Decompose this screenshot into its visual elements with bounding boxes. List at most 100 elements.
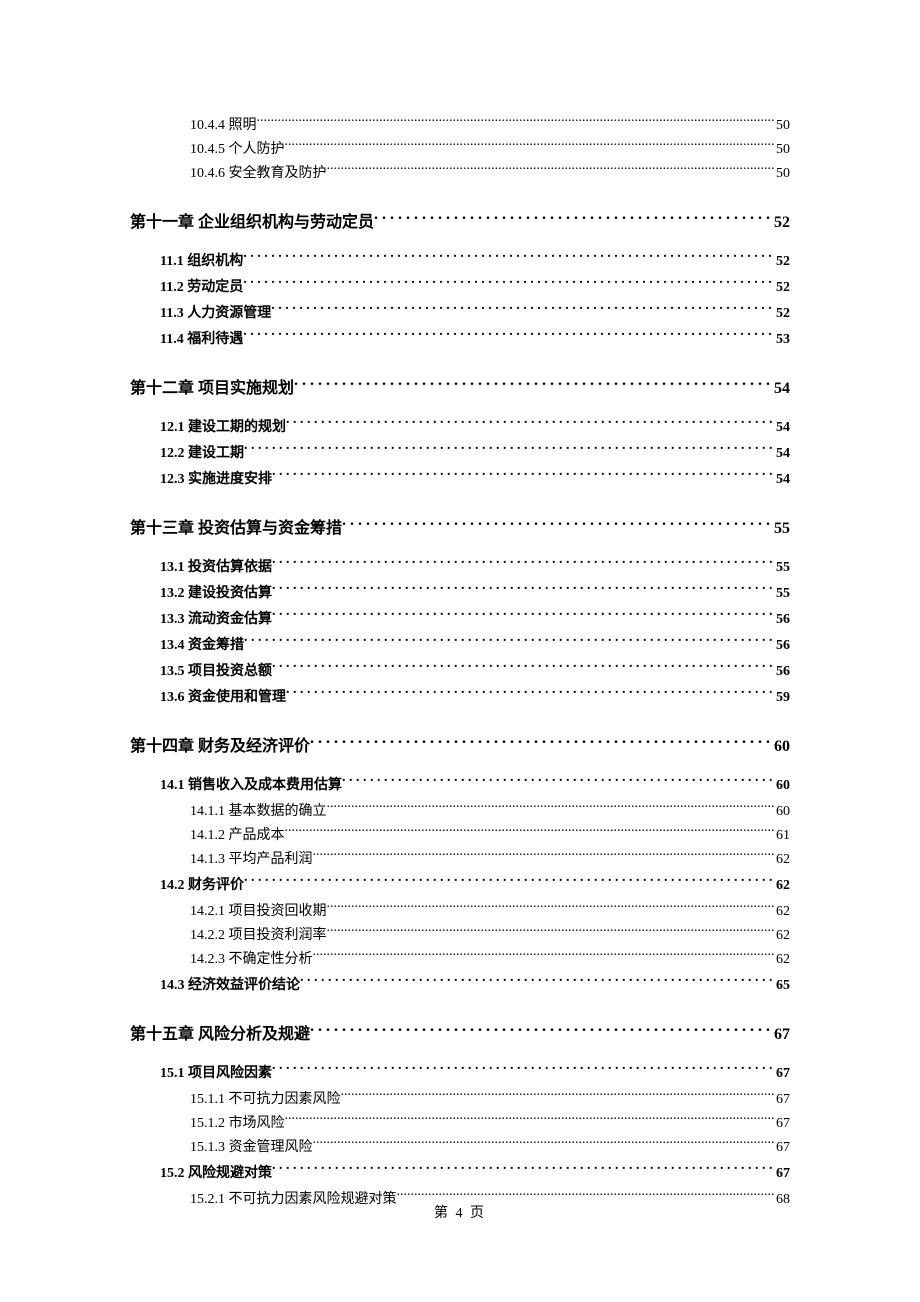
toc-entry-page: 54 xyxy=(772,380,790,398)
toc-entry: 15.1.2 市场风险 67 xyxy=(130,1112,790,1132)
toc-entry-label: 15.1.3 资金管理风险 xyxy=(190,1136,313,1156)
toc-entry-page: 54 xyxy=(774,472,790,488)
toc-entry-label: 第十四章 财务及经济评价 xyxy=(130,732,310,756)
toc-leader-dots xyxy=(243,251,774,265)
toc-entry-page: 52 xyxy=(774,306,790,322)
toc-entry-label: 10.4.4 照明 xyxy=(190,114,257,134)
toc-leader-dots xyxy=(341,1089,775,1103)
toc-entry: 15.1.3 资金管理风险 67 xyxy=(130,1136,790,1156)
toc-leader-dots xyxy=(285,1113,775,1127)
toc-leader-dots xyxy=(272,583,774,597)
toc-entry-label: 14.3 经济效益评价结论 xyxy=(160,974,300,994)
toc-entry-label: 15.2 风险规避对策 xyxy=(160,1162,272,1182)
toc-entry-page: 50 xyxy=(774,142,790,158)
toc-entry: 13.6 资金使用和管理59 xyxy=(130,686,790,706)
toc-entry-label: 13.1 投资估算依据 xyxy=(160,556,272,576)
toc-entry-label: 14.2.1 项目投资回收期 xyxy=(190,900,327,920)
toc-entry-page: 62 xyxy=(774,904,790,920)
toc-entry-label: 13.3 流动资金估算 xyxy=(160,608,272,628)
toc-entry-label: 15.1.2 市场风险 xyxy=(190,1112,285,1132)
toc-entry: 13.1 投资估算依据55 xyxy=(130,556,790,576)
toc-entry: 14.1.2 产品成本61 xyxy=(130,824,790,844)
toc-leader-dots xyxy=(244,635,774,649)
toc-entry-page: 62 xyxy=(774,852,790,868)
toc-entry-page: 60 xyxy=(772,738,790,756)
toc-leader-dots xyxy=(272,557,774,571)
toc-entry: 12.3 实施进度安排 54 xyxy=(130,468,790,488)
toc-entry-label: 10.4.6 安全教育及防护 xyxy=(190,162,327,182)
toc-entry-page: 53 xyxy=(774,332,790,348)
page-number-footer: 第 4 页 xyxy=(0,1202,920,1222)
toc-entry-page: 56 xyxy=(774,612,790,628)
toc-entry: 第十三章 投资估算与资金筹措55 xyxy=(130,514,790,538)
toc-leader-dots xyxy=(310,1023,772,1039)
toc-leader-dots xyxy=(272,469,774,483)
toc-entry-page: 52 xyxy=(774,280,790,296)
toc-entry-page: 52 xyxy=(774,254,790,270)
toc-entry: 11.2 劳动定员52 xyxy=(130,276,790,296)
toc-leader-dots xyxy=(285,825,775,839)
toc-entry-page: 56 xyxy=(774,664,790,680)
toc-entry: 14.2.2 项目投资利润率 62 xyxy=(130,924,790,944)
toc-entry-label: 14.1.1 基本数据的确立 xyxy=(190,800,327,820)
toc-entry-page: 54 xyxy=(774,420,790,436)
toc-entry: 第十二章 项目实施规划54 xyxy=(130,374,790,398)
toc-entry: 第十五章 风险分析及规避 67 xyxy=(130,1020,790,1044)
toc-entry: 15.2 风险规避对策 67 xyxy=(130,1162,790,1182)
toc-entry-page: 59 xyxy=(774,690,790,706)
toc-entry: 14.1.1 基本数据的确立 60 xyxy=(130,800,790,820)
toc-entry: 14.3 经济效益评价结论 65 xyxy=(130,974,790,994)
toc-entry-page: 60 xyxy=(774,804,790,820)
toc-leader-dots xyxy=(243,277,774,291)
toc-leader-dots xyxy=(243,329,774,343)
toc-entry-label: 第十五章 风险分析及规避 xyxy=(130,1020,310,1044)
toc-leader-dots xyxy=(327,163,775,177)
toc-entry-page: 55 xyxy=(774,586,790,602)
toc-entry-label: 12.3 实施进度安排 xyxy=(160,468,272,488)
toc-entry-page: 65 xyxy=(774,978,790,994)
toc-entry-label: 14.1.2 产品成本 xyxy=(190,824,285,844)
toc-entry-label: 11.4 福利待遇 xyxy=(160,328,243,348)
toc-leader-dots xyxy=(327,925,775,939)
toc-entry-page: 67 xyxy=(772,1026,790,1044)
toc-entry-label: 10.4.5 个人防护 xyxy=(190,138,285,158)
toc-entry-label: 15.1.1 不可抗力因素风险 xyxy=(190,1088,341,1108)
toc-leader-dots xyxy=(272,661,774,675)
toc-leader-dots xyxy=(257,115,775,129)
toc-leader-dots xyxy=(286,687,774,701)
toc-entry-page: 67 xyxy=(774,1166,790,1182)
toc-leader-dots xyxy=(313,949,775,963)
toc-entry-page: 67 xyxy=(774,1116,790,1132)
toc-entry: 15.1.1 不可抗力因素风险 67 xyxy=(130,1088,790,1108)
toc-entry-page: 62 xyxy=(774,952,790,968)
toc-entry-page: 67 xyxy=(774,1140,790,1156)
toc-entry: 14.2.3 不确定性分析62 xyxy=(130,948,790,968)
toc-entry-label: 14.2 财务评价 xyxy=(160,874,244,894)
toc-entry: 13.2 建设投资估算55 xyxy=(130,582,790,602)
toc-entry: 10.4.6 安全教育及防护 50 xyxy=(130,162,790,182)
toc-entry-label: 第十一章 企业组织机构与劳动定员 xyxy=(130,208,374,232)
toc-leader-dots xyxy=(244,875,774,889)
toc-entry-page: 62 xyxy=(774,878,790,894)
toc-entry: 14.2 财务评价 62 xyxy=(130,874,790,894)
toc-leader-dots xyxy=(327,901,775,915)
toc-entry: 13.3 流动资金估算 56 xyxy=(130,608,790,628)
toc-entry-page: 50 xyxy=(774,166,790,182)
toc-entry: 10.4.5 个人防护 50 xyxy=(130,138,790,158)
toc-leader-dots xyxy=(342,517,772,533)
toc-entry: 14.1.3 平均产品利润62 xyxy=(130,848,790,868)
toc-entry-label: 13.5 项目投资总额 xyxy=(160,660,272,680)
toc-entry: 14.2.1 项目投资回收期 62 xyxy=(130,900,790,920)
toc-entry-page: 60 xyxy=(774,778,790,794)
toc-entry-page: 67 xyxy=(774,1092,790,1108)
toc-entry: 12.2 建设工期54 xyxy=(130,442,790,462)
toc-entry: 11.4 福利待遇 53 xyxy=(130,328,790,348)
toc-entry: 11.1 组织机构52 xyxy=(130,250,790,270)
toc-entry: 11.3 人力资源管理52 xyxy=(130,302,790,322)
toc-entry-page: 56 xyxy=(774,638,790,654)
toc-entry-label: 13.4 资金筹措 xyxy=(160,634,244,654)
toc-entry: 14.1 销售收入及成本费用估算60 xyxy=(130,774,790,794)
toc-entry-label: 14.2.2 项目投资利润率 xyxy=(190,924,327,944)
toc-entry-page: 62 xyxy=(774,928,790,944)
toc-entry-page: 52 xyxy=(772,214,790,232)
